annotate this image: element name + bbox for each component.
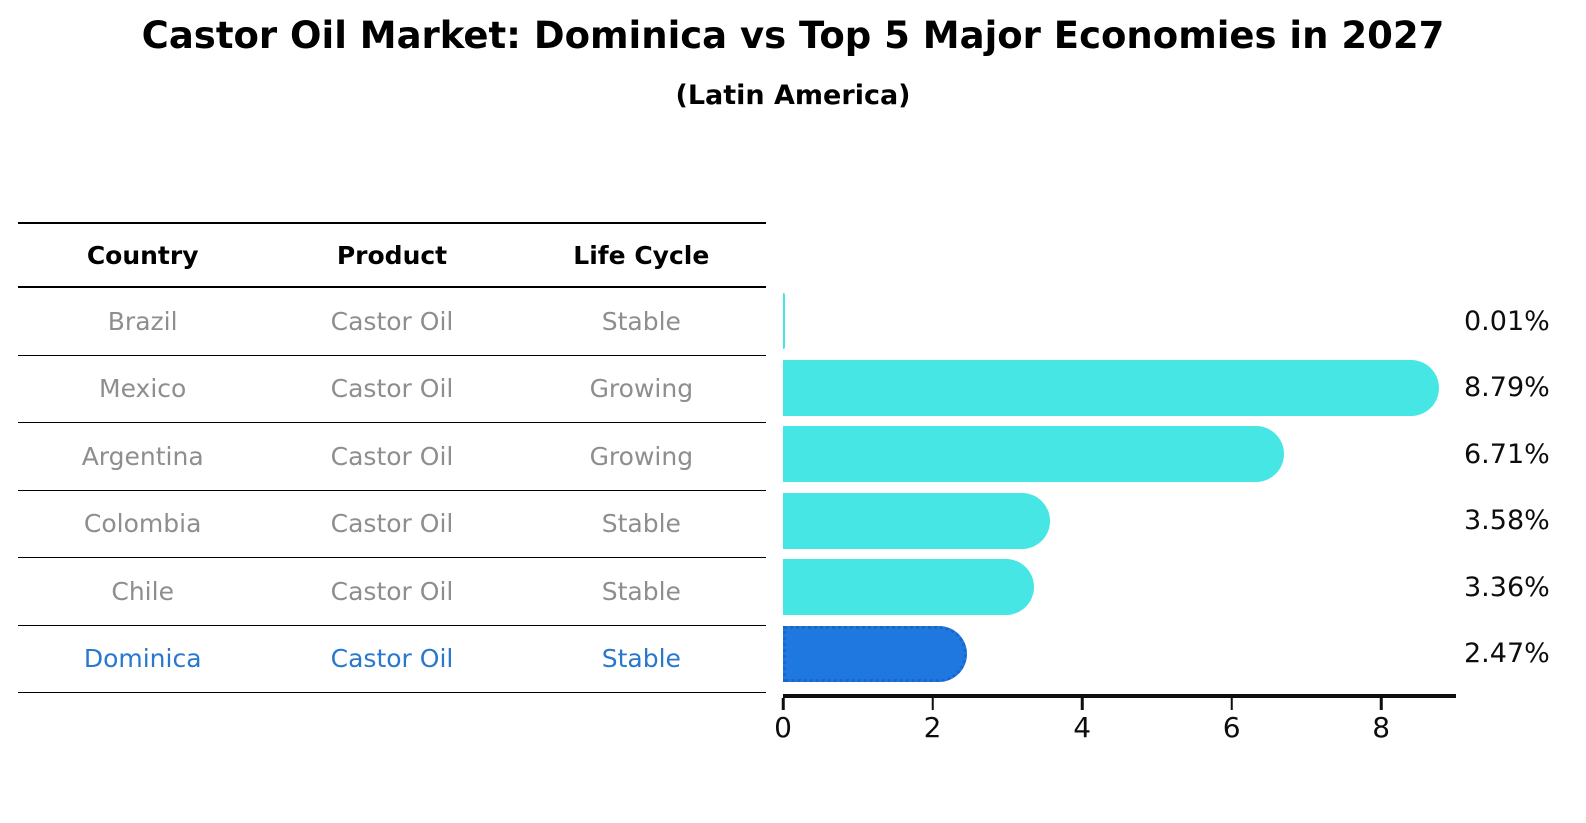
x-axis-tick-label: 0: [774, 710, 792, 744]
table-row-mexico: Mexico Castor Oil Growing: [18, 356, 766, 423]
value-row: 6.71%: [1464, 421, 1584, 488]
cell-lifecycle: Stable: [601, 644, 681, 674]
value-label-mexico: 8.79%: [1464, 372, 1550, 404]
chart-subtitle: (Latin America): [675, 80, 911, 111]
value-label-argentina: 6.71%: [1464, 438, 1550, 470]
x-axis-tick-label: 4: [1073, 710, 1092, 744]
cell-product: Castor Oil: [330, 576, 454, 606]
bar-row: [783, 355, 1455, 422]
x-axis-tick: 4: [1073, 697, 1091, 744]
x-axis: 0 2 4 6 8: [774, 694, 1456, 744]
cell-country: Mexico: [99, 374, 187, 404]
value-row: 0.01%: [1464, 288, 1584, 355]
cell-product: Castor Oil: [330, 644, 454, 674]
bar-argentina: [783, 426, 1284, 483]
bar-row: [783, 488, 1455, 555]
cell-country: Chile: [111, 576, 174, 606]
bar-plot: [783, 288, 1455, 687]
cell-country: Colombia: [83, 509, 202, 539]
value-label-brazil: 0.01%: [1464, 305, 1550, 337]
cell-country: Brazil: [107, 306, 178, 336]
table-row-chile: Chile Castor Oil Stable: [18, 558, 766, 626]
table-row-colombia: Colombia Castor Oil Stable: [18, 491, 766, 558]
bar-row: [783, 621, 1455, 688]
value-row: 8.79%: [1464, 355, 1584, 422]
chart-title: Castor Oil Market: Dominica vs Top 5 Maj…: [141, 14, 1445, 57]
value-label-colombia: 3.58%: [1464, 505, 1550, 537]
value-label-dominica: 2.47%: [1464, 638, 1550, 670]
x-axis-tick-label: 2: [923, 710, 942, 744]
table-header-row: Country Product Life Cycle: [18, 224, 766, 288]
table-row-argentina: Argentina Castor Oil Growing: [18, 423, 766, 491]
cell-lifecycle: Stable: [601, 306, 681, 336]
cell-country: Dominica: [83, 644, 202, 674]
col-header-country: Country: [86, 240, 199, 270]
cell-product: Castor Oil: [330, 509, 454, 539]
bar-row: [783, 421, 1455, 488]
bar-row: [783, 288, 1455, 355]
cell-product: Castor Oil: [330, 441, 454, 471]
bar-colombia: [783, 492, 1051, 549]
bar-chile: [783, 559, 1034, 616]
cell-lifecycle: Stable: [601, 509, 681, 539]
value-label-column: 0.01% 8.79% 6.71% 3.58% 3.36% 2.47%: [1464, 288, 1584, 687]
value-row: 3.36%: [1464, 554, 1584, 621]
cell-country: Argentina: [81, 441, 204, 471]
cell-lifecycle: Growing: [589, 374, 694, 404]
bar-dominica: [783, 625, 968, 682]
bar-brazil: [783, 293, 785, 350]
cell-product: Castor Oil: [330, 306, 454, 336]
cell-lifecycle: Stable: [601, 576, 681, 606]
x-axis-tick: 6: [1223, 697, 1241, 744]
bar-row: [783, 554, 1455, 621]
x-axis-tick: 0: [774, 697, 792, 744]
value-row: 3.58%: [1464, 488, 1584, 555]
bar-mexico: [783, 359, 1440, 416]
table-row-dominica: Dominica Castor Oil Stable: [18, 626, 766, 693]
table-row-brazil: Brazil Castor Oil Stable: [18, 288, 766, 356]
value-label-chile: 3.36%: [1464, 571, 1550, 603]
col-header-product: Product: [336, 240, 448, 270]
x-axis-tick-label: 8: [1372, 710, 1391, 744]
x-axis-tick: 2: [924, 697, 941, 744]
cell-product: Castor Oil: [330, 374, 454, 404]
cell-lifecycle: Growing: [589, 441, 694, 471]
col-header-lifecycle: Life Cycle: [573, 240, 710, 270]
x-axis-tick-label: 6: [1222, 710, 1241, 744]
x-axis-tick: 8: [1372, 697, 1390, 744]
country-table: Country Product Life Cycle Brazil Castor…: [18, 222, 766, 693]
value-row: 2.47%: [1464, 621, 1584, 688]
